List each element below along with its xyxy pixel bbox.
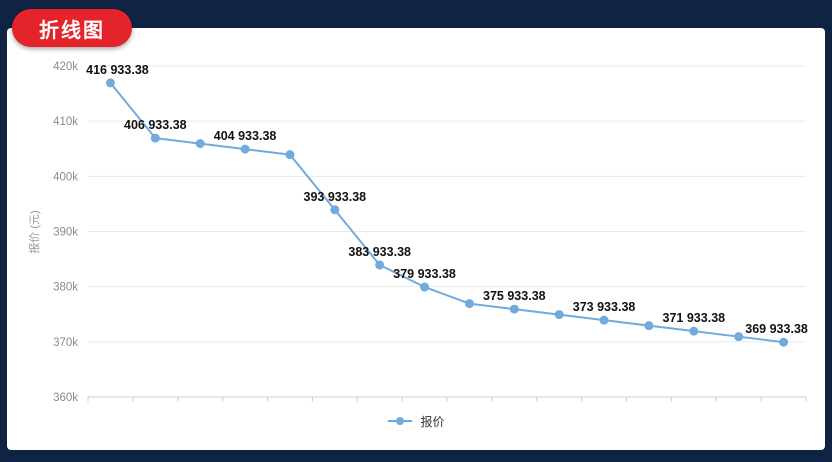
data-point[interactable] xyxy=(195,139,205,149)
data-point-label: 406 933.38 xyxy=(124,118,187,132)
data-point-label: 371 933.38 xyxy=(663,311,726,325)
data-point[interactable] xyxy=(509,304,519,314)
legend-item-label: 报价 xyxy=(420,414,445,429)
y-axis-title: 报价 (元) xyxy=(27,210,41,253)
data-point-label: 416 933.38 xyxy=(86,63,149,77)
data-point[interactable] xyxy=(554,310,564,320)
data-point[interactable] xyxy=(689,326,699,336)
y-axis-tick-label: 400k xyxy=(53,171,78,183)
data-point-label: 379 933.38 xyxy=(393,267,456,281)
data-point-label: 393 933.38 xyxy=(304,190,367,204)
series-layer: 416 933.38 406 933.38 404 933.38 393 933.38… xyxy=(86,63,808,347)
y-axis-tick-label: 370k xyxy=(53,337,78,349)
data-point-label: 375 933.38 xyxy=(483,289,546,303)
y-axis-tick-label: 360k xyxy=(53,392,78,404)
legend-item[interactable]: 报价 xyxy=(387,413,445,430)
chart-type-badge-label: 折线图 xyxy=(39,19,105,42)
chart-panel: 420k 410k 400k 390k 380k 370k 360k 416 933.38 4… xyxy=(7,28,825,450)
chart-legend: 报价 xyxy=(7,411,825,431)
data-point[interactable] xyxy=(779,337,789,347)
legend-line-marker-icon xyxy=(388,417,413,425)
y-axis-tick-label: 420k xyxy=(53,61,78,73)
data-point-label: 373 933.38 xyxy=(573,300,636,314)
data-point-label: 369 933.38 xyxy=(745,322,808,336)
data-point[interactable] xyxy=(599,315,609,325)
data-point-label: 383 933.38 xyxy=(348,245,411,259)
data-point[interactable] xyxy=(105,78,115,88)
data-point[interactable] xyxy=(285,150,295,160)
chart-type-badge: 折线图 xyxy=(12,9,132,47)
data-point[interactable] xyxy=(375,260,385,270)
data-point[interactable] xyxy=(734,332,744,342)
grid-layer: 420k 410k 400k 390k 380k 370k 360k xyxy=(53,61,807,404)
data-point[interactable] xyxy=(150,133,160,143)
series-line xyxy=(109,81,785,344)
data-point-label: 404 933.38 xyxy=(214,129,277,143)
y-axis-tick-label: 410k xyxy=(53,116,78,128)
data-point[interactable] xyxy=(240,144,250,154)
data-point[interactable] xyxy=(464,299,474,309)
y-axis-tick-label: 390k xyxy=(53,227,78,239)
data-point[interactable] xyxy=(330,205,340,215)
y-axis-tick-label: 380k xyxy=(53,282,78,294)
data-point[interactable] xyxy=(644,321,654,331)
data-point[interactable] xyxy=(420,282,430,292)
